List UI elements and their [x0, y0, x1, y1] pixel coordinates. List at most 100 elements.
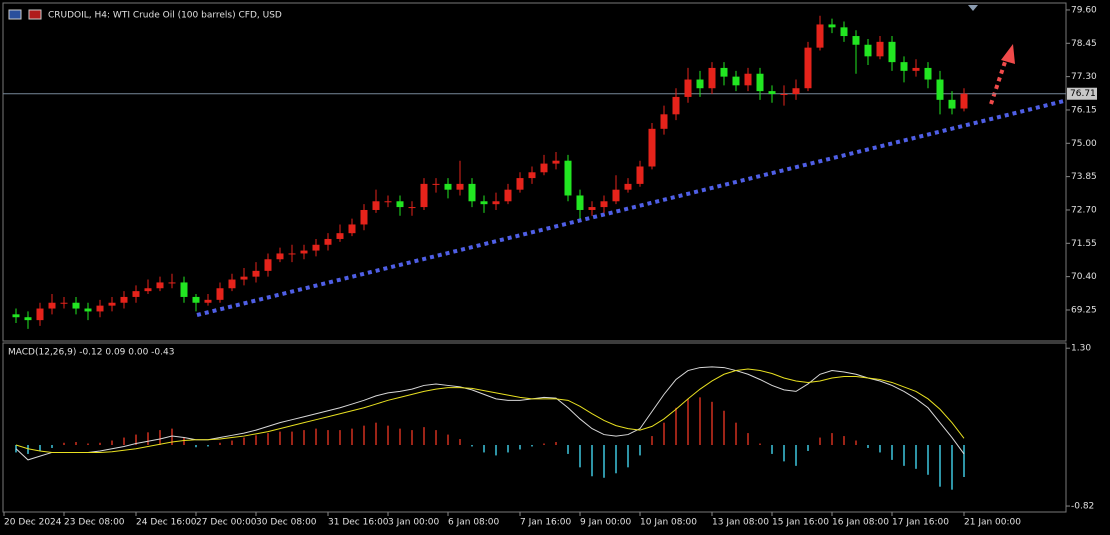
x-tick-label: 3 Jan 00:00 [388, 518, 440, 528]
candle-body [840, 27, 848, 37]
candle-body [204, 299, 212, 303]
macd-frame [2, 342, 1067, 513]
candle-body [612, 189, 620, 202]
forecast-arrow [989, 61, 1007, 105]
candle-body [72, 302, 80, 309]
candle-body [852, 36, 860, 45]
candle-body [120, 296, 128, 303]
candle-body [696, 79, 704, 89]
candle-body [720, 67, 728, 77]
candle-body [96, 305, 104, 312]
candle-body [60, 302, 68, 304]
candle-body [684, 79, 692, 97]
x-tick-label: 30 Dec 08:00 [256, 518, 317, 528]
icon [8, 9, 22, 20]
y-tick-label: 70.40 [1071, 272, 1097, 282]
candle-body [324, 238, 332, 245]
candle-body [888, 41, 896, 63]
y-tick-label: -0.82 [1071, 502, 1094, 512]
candle-body [804, 47, 812, 89]
x-tick-label: 15 Jan 16:00 [772, 518, 829, 528]
x-tick-label: 9 Jan 00:00 [580, 518, 632, 528]
candle-body [492, 201, 500, 205]
candle-body [912, 67, 920, 71]
candle-body [84, 308, 92, 312]
y-tick-label: 72.70 [1071, 205, 1097, 215]
y-tick-label: 73.85 [1071, 172, 1097, 182]
candle-body [468, 183, 476, 202]
x-tick-label: 13 Jan 08:00 [712, 518, 769, 528]
y-tick-label: 71.55 [1071, 239, 1097, 249]
candle-body [168, 282, 176, 284]
candle-body [552, 160, 560, 164]
candle-body [228, 279, 236, 289]
candle-body [600, 201, 608, 208]
candle-body [756, 73, 764, 92]
x-tick-label: 16 Jan 08:00 [832, 518, 889, 528]
candle-body [672, 96, 680, 115]
y-tick-label: 76.15 [1071, 105, 1097, 115]
y-tick-label: 77.30 [1071, 72, 1097, 82]
indicator-line [15, 366, 965, 461]
candle-body [24, 317, 32, 321]
candle-body [660, 114, 668, 129]
y-tick-label: 79.60 [1071, 5, 1097, 15]
candle-body [708, 67, 716, 89]
candle-body [384, 201, 392, 203]
x-tick-label: 10 Jan 08:00 [640, 518, 697, 528]
main-frame [2, 2, 1067, 342]
candle-body [936, 79, 944, 100]
candle-body [948, 99, 956, 109]
candle-body [12, 314, 20, 318]
x-tick-label: 7 Jan 16:00 [520, 518, 572, 528]
candle-body [144, 288, 152, 292]
candle-body [636, 166, 644, 184]
candle-body [792, 88, 800, 95]
candle-body [36, 308, 44, 321]
candle-body [420, 183, 428, 208]
candle-body [444, 183, 452, 190]
shift-marker [968, 5, 978, 11]
candle-body [816, 24, 824, 48]
arrow-head [1001, 44, 1015, 64]
candle-body [192, 296, 200, 303]
candle-body [528, 172, 536, 179]
candle-body [960, 93, 968, 109]
candle-body [264, 259, 272, 271]
candle-body [240, 276, 248, 280]
y-tick-label: 69.25 [1071, 305, 1097, 315]
candle-body [432, 183, 440, 185]
candle-body [180, 282, 188, 297]
candle-body [156, 282, 164, 289]
candle-body [924, 67, 932, 80]
candle-body [744, 73, 752, 86]
candle-body [372, 201, 380, 210]
x-tick-label: 31 Dec 16:00 [328, 518, 389, 528]
candle-body [456, 183, 464, 190]
candle-body [252, 270, 260, 277]
candle-body [588, 207, 596, 210]
candle-body [336, 233, 344, 239]
y-tick-label: 75.00 [1071, 139, 1097, 149]
x-tick-label: 23 Dec 08:00 [64, 518, 125, 528]
x-tick-label: 6 Jan 08:00 [448, 518, 500, 528]
candle-body [864, 44, 872, 57]
x-tick-label: 20 Dec 2024 [4, 518, 62, 528]
x-tick-label: 17 Jan 16:00 [892, 518, 949, 528]
candle-body [624, 183, 632, 190]
bid-label-box [1067, 87, 1097, 100]
candle-body [288, 253, 296, 255]
candle-body [876, 41, 884, 57]
candle-body [276, 253, 284, 260]
x-tick-label: 27 Dec 00:00 [196, 518, 257, 528]
candle-body [576, 195, 584, 210]
indicator-title: MACD(12,26,9) -0.12 0.09 0.00 -0.43 [8, 348, 174, 358]
icon [28, 9, 42, 20]
candle-body [564, 160, 572, 196]
y-tick-label: 78.45 [1071, 39, 1097, 49]
y-tick-label: 1.30 [1071, 344, 1091, 354]
x-tick-label: 24 Dec 16:00 [136, 518, 197, 528]
candle-body [900, 62, 908, 71]
